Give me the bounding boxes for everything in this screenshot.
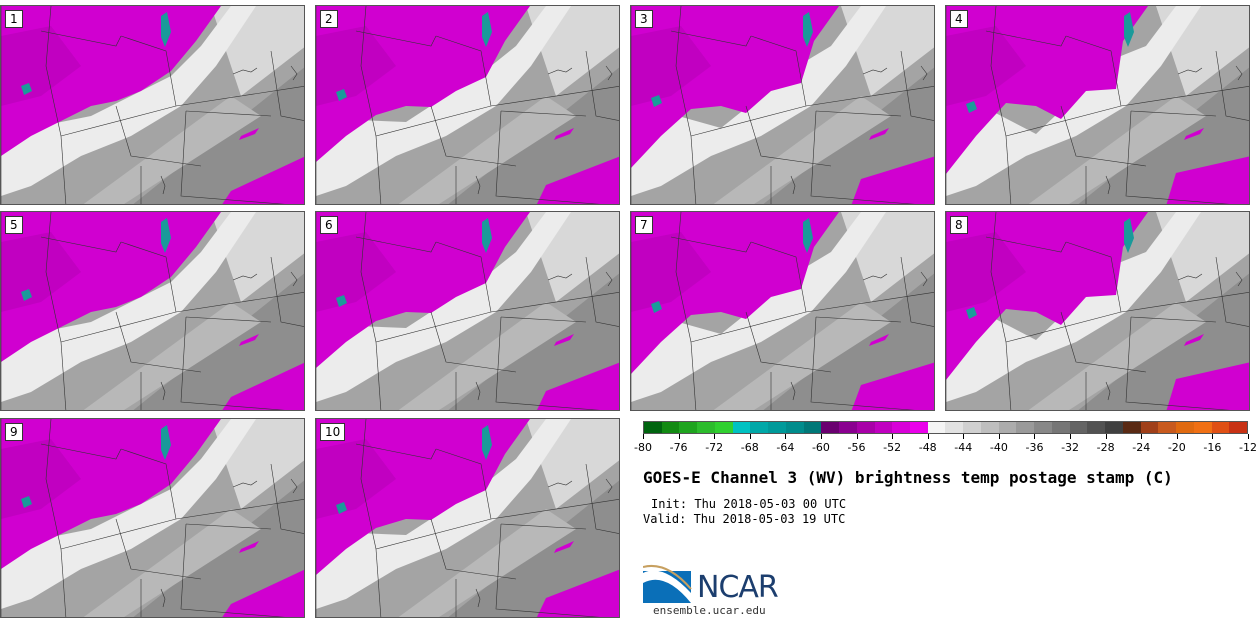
panel-number-label: 3 xyxy=(635,10,653,28)
colorbar-tick-mark xyxy=(749,434,751,439)
colorbar-segment xyxy=(768,422,786,433)
colorbar-tick-mark xyxy=(1105,434,1107,439)
colorbar-segment xyxy=(1140,422,1159,433)
colorbar-tick-label: -28 xyxy=(1096,441,1115,454)
panel-3: 3 xyxy=(630,5,935,205)
colorbar-tick-mark xyxy=(1212,434,1214,439)
colorbar-segment xyxy=(679,422,698,433)
colorbar-tick-mark xyxy=(643,434,644,439)
colorbar-segment xyxy=(963,422,981,433)
panel-5: 5 xyxy=(0,211,305,411)
colorbar-tick-label: -80 xyxy=(634,441,652,454)
colorbar-tick-mark xyxy=(998,434,1000,439)
colorbar-segment xyxy=(1051,422,1070,433)
valid-time: Valid: Thu 2018-05-03 19 UTC xyxy=(643,512,846,526)
init-time: Init: Thu 2018-05-03 00 UTC xyxy=(651,497,847,511)
panel-number-label: 10 xyxy=(320,423,346,441)
colorbar-tick-mark xyxy=(1070,434,1072,439)
colorbar-segment xyxy=(697,422,715,433)
colorbar-segment xyxy=(945,422,964,433)
figure-title: GOES-E Channel 3 (WV) brightness temp po… xyxy=(643,468,1173,487)
colorbar-tick-labels: -80 -76 -72 -68 -64 -60 -56 -52 -48 -44 -40 -36 -32 -… xyxy=(634,441,1257,455)
colorbar-segment xyxy=(980,422,999,433)
colorbar-tick-label: -40 xyxy=(989,441,1008,454)
colorbar-segment xyxy=(1229,422,1247,433)
colorbar-segment xyxy=(1069,422,1088,433)
panel-8: 8 xyxy=(945,211,1250,411)
panel-number-label: 6 xyxy=(320,216,338,234)
colorbar-tick-mark xyxy=(714,434,716,439)
colorbar-segment xyxy=(821,422,840,433)
colorbar-segment xyxy=(1122,422,1141,433)
panel-number-label: 9 xyxy=(5,423,23,441)
colorbar-segment xyxy=(1034,422,1052,433)
colorbar-segment xyxy=(1211,422,1230,433)
colorbar-segment xyxy=(839,422,857,433)
panel-number-label: 7 xyxy=(635,216,653,234)
colorbar-segment xyxy=(1193,422,1212,433)
colorbar-tick-label: -76 xyxy=(669,441,688,454)
colorbar-segment xyxy=(750,422,769,433)
colorbar-tick-mark xyxy=(1034,434,1036,439)
colorbar-tick-mark xyxy=(963,434,965,439)
panel-1: 1 xyxy=(0,5,305,205)
colorbar-tick-label: -36 xyxy=(1025,441,1044,454)
colorbar-tick-mark xyxy=(678,434,680,439)
colorbar-segment xyxy=(714,422,733,433)
site-url: ensemble.ucar.edu xyxy=(653,604,766,617)
colorbar-tick-mark xyxy=(1248,434,1249,439)
colorbar-tick-mark xyxy=(820,434,822,439)
panel-number-label: 2 xyxy=(320,10,338,28)
colorbar-tick-label: -56 xyxy=(847,441,866,454)
colorbar-segment xyxy=(927,422,946,433)
colorbar-segment xyxy=(1176,422,1194,433)
colorbar-segment xyxy=(998,422,1017,433)
colorbar-segment xyxy=(1105,422,1123,433)
ncar-logo-text: NCAR xyxy=(697,570,779,605)
panel-9: 9 xyxy=(0,418,305,618)
panel-number-label: 1 xyxy=(5,10,23,28)
colorbar-tick-label: -32 xyxy=(1061,441,1080,454)
colorbar-segment xyxy=(732,422,751,433)
colorbar-tick-mark xyxy=(1176,434,1178,439)
colorbar-tick-mark xyxy=(927,434,929,439)
colorbar-tick-label: -60 xyxy=(811,441,830,454)
ncar-logo-icon xyxy=(643,565,692,603)
panel-number-label: 4 xyxy=(950,10,968,28)
colorbar-segment xyxy=(1016,422,1035,433)
colorbar-tick-mark xyxy=(1141,434,1143,439)
panel-4: 4 xyxy=(945,5,1250,205)
panel-10: 10 xyxy=(315,418,620,618)
colorbar-tick-label: -68 xyxy=(740,441,759,454)
colorbar-tick-mark xyxy=(856,434,858,439)
colorbar-tick-label: -48 xyxy=(918,441,937,454)
colorbar-segment xyxy=(856,422,875,433)
colorbar-tick-label: -20 xyxy=(1167,441,1186,454)
colorbar-segment xyxy=(803,422,822,433)
colorbar-segment xyxy=(1087,422,1106,433)
colorbar-tick-label: -44 xyxy=(954,441,973,454)
colorbar-tick-label: -12 xyxy=(1239,441,1257,454)
panel-6: 6 xyxy=(315,211,620,411)
colorbar-tick-label: -72 xyxy=(705,441,724,454)
colorbar-tickmarks xyxy=(643,434,1249,439)
panel-number-label: 8 xyxy=(950,216,968,234)
colorbar-segment xyxy=(1158,422,1177,433)
colorbar-tick-label: -52 xyxy=(883,441,902,454)
colorbar-segment xyxy=(785,422,804,433)
colorbar-segment xyxy=(644,422,662,433)
colorbar-segment xyxy=(910,422,928,433)
colorbar-segment xyxy=(874,422,893,433)
panel-2: 2 xyxy=(315,5,620,205)
colorbar-tick-mark xyxy=(785,434,787,439)
colorbar xyxy=(643,421,1248,434)
colorbar-segment xyxy=(661,422,680,433)
colorbar-tick-label: -64 xyxy=(776,441,795,454)
colorbar-tick-label: -16 xyxy=(1203,441,1222,454)
panel-7: 7 xyxy=(630,211,935,411)
colorbar-tick-mark xyxy=(892,434,894,439)
colorbar-segment xyxy=(892,422,911,433)
panel-number-label: 5 xyxy=(5,216,23,234)
colorbar-tick-label: -24 xyxy=(1132,441,1151,454)
